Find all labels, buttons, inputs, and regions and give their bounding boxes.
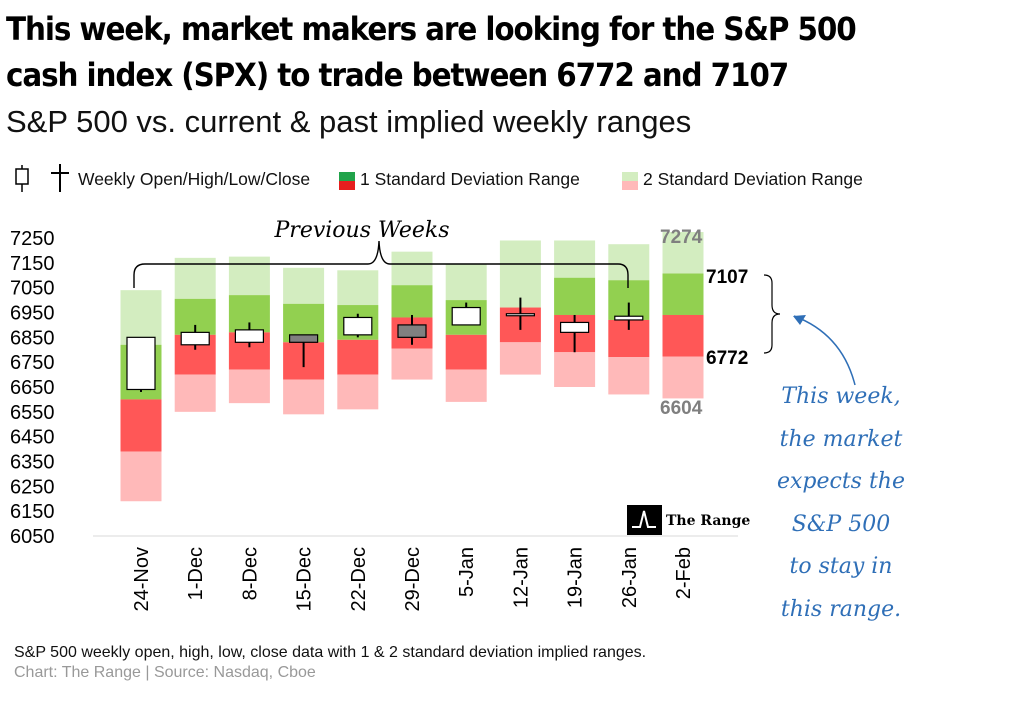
- sd2-lower-band: [445, 369, 487, 402]
- x-tick-label: 1-Dec: [185, 547, 207, 600]
- legend-sd2-label: 2 Standard Deviation Range: [643, 169, 863, 189]
- sd2-upper-band: [120, 290, 162, 345]
- x-tick-label: 29-Dec: [402, 547, 424, 611]
- note-line-2: the market: [779, 426, 903, 452]
- y-tick-label: 6950: [10, 303, 55, 325]
- candle-body: [397, 324, 427, 338]
- sd2-upper-band: [337, 270, 379, 306]
- chart-description: S&P 500 weekly open, high, low, close da…: [14, 644, 647, 661]
- y-tick-label: 6350: [10, 452, 55, 474]
- the-range-logo-icon: [627, 505, 662, 535]
- x-tick-label: 15-Dec: [294, 547, 316, 611]
- x-tick-label: 12-Jan: [510, 547, 532, 608]
- sd2-upper-band: [445, 264, 487, 301]
- y-tick-label: 6650: [10, 377, 55, 399]
- candle-body: [343, 316, 373, 336]
- sd2-lower-band: [174, 374, 216, 412]
- the-range-logo-text: The Range: [666, 513, 750, 529]
- sd2-lower-band: [228, 369, 270, 404]
- x-tick-label: 5-Jan: [456, 547, 478, 597]
- y-tick-label: 6150: [10, 501, 55, 523]
- bracket-label: Previous Weeks: [274, 218, 450, 243]
- sd1-upper-band: [391, 285, 433, 318]
- x-tick-label: 19-Jan: [565, 547, 587, 608]
- sd2-upper-band: [228, 256, 270, 296]
- note-line-1: This week,: [781, 384, 901, 409]
- chart-source: Chart: The Range | Source: Nasdaq, Cboe: [14, 664, 316, 681]
- x-tick-label: 2-Feb: [673, 547, 695, 599]
- candle-body: [180, 331, 210, 346]
- sd2-lower-band: [662, 356, 704, 399]
- note-line-4: S&P 500: [791, 511, 891, 537]
- candle-body: [559, 321, 590, 333]
- sd1-lower-band: [445, 334, 487, 370]
- note-line-5: to stay in: [789, 554, 893, 579]
- candle-body: [126, 336, 156, 391]
- sd2-upper-band: [499, 240, 541, 308]
- sd2-upper-band: [662, 232, 704, 274]
- sd1-lower-band: [120, 399, 162, 452]
- y-tick-label: 7050: [10, 278, 55, 300]
- candle-body: [451, 306, 481, 326]
- current-sd1-low-label: 6772: [706, 348, 748, 369]
- note-line-3: expects the: [776, 469, 905, 494]
- current-sd2-low-label: 6604: [660, 398, 703, 419]
- candle-body: [505, 313, 535, 317]
- previous-weeks-bracket: [133, 240, 629, 288]
- x-tick-label: 26-Jan: [619, 547, 641, 608]
- sd2-upper-band: [554, 240, 596, 278]
- headline-line-2: cash index (SPX) to trade between 6772 a…: [6, 56, 789, 94]
- x-tick-label: 22-Dec: [348, 547, 370, 611]
- sd2-lower-band: [608, 357, 650, 395]
- sd1-lower-band: [337, 339, 379, 375]
- current-sd2-high-label: 7274: [660, 227, 703, 248]
- sd2-swatch-icon: [622, 172, 638, 190]
- y-tick-label: 6750: [10, 352, 55, 374]
- candle-body: [614, 315, 644, 321]
- chart-subtitle: S&P 500 vs. current & past implied weekl…: [6, 104, 692, 139]
- y-tick-label: 6550: [10, 402, 55, 424]
- sd2-upper-band: [608, 244, 650, 281]
- sd1-upper-band: [554, 277, 596, 315]
- sd1-upper-band: [662, 273, 704, 315]
- y-tick-label: 6450: [10, 427, 55, 449]
- sd2-lower-band: [554, 352, 596, 387]
- range-note: This week, the market expects the S&P 50…: [756, 376, 926, 631]
- legend-sd1-label: 1 Standard Deviation Range: [360, 169, 580, 189]
- candle-body: [234, 329, 264, 343]
- y-tick-label: 6850: [10, 327, 55, 349]
- y-tick-label: 7250: [10, 228, 55, 250]
- sd2-lower-band: [283, 379, 325, 415]
- sd2-lower-band: [391, 348, 433, 380]
- sd2-lower-band: [499, 342, 541, 375]
- note-arrow: [793, 315, 856, 386]
- note-line-6: this range.: [780, 596, 902, 622]
- sd2-upper-band: [391, 251, 433, 286]
- y-tick-label: 6250: [10, 476, 55, 498]
- candle-body: [289, 334, 319, 343]
- sd2-lower-band: [120, 451, 162, 502]
- the-range-logo: The Range: [627, 505, 750, 535]
- x-tick-label: 24-Nov: [131, 547, 153, 611]
- x-tick-label: 8-Dec: [239, 547, 261, 600]
- note-arrow-head: [793, 315, 806, 325]
- sd1-swatch-icon: [339, 172, 355, 190]
- x-axis: 24-Nov 1-Dec 8-Dec 15-Dec 22-Dec 29-Dec 5-Jan 1…: [131, 547, 695, 611]
- y-tick-label: 7150: [10, 253, 55, 275]
- sd2-lower-band: [337, 374, 379, 410]
- candlestick-legend-icon: [15, 164, 69, 192]
- current-sd1-high-label: 7107: [706, 267, 748, 288]
- range-bars: [120, 232, 704, 502]
- sd2-upper-band: [283, 267, 325, 304]
- headline: This week, market makers are looking for…: [6, 6, 926, 98]
- legend-ohlc-label: Weekly Open/High/Low/Close: [78, 169, 311, 189]
- headline-line-1: This week, market makers are looking for…: [6, 10, 857, 48]
- sd1-lower-band: [662, 314, 704, 357]
- candles: [126, 297, 644, 392]
- y-tick-label: 6050: [10, 526, 55, 548]
- current-range-bracket: [763, 274, 781, 354]
